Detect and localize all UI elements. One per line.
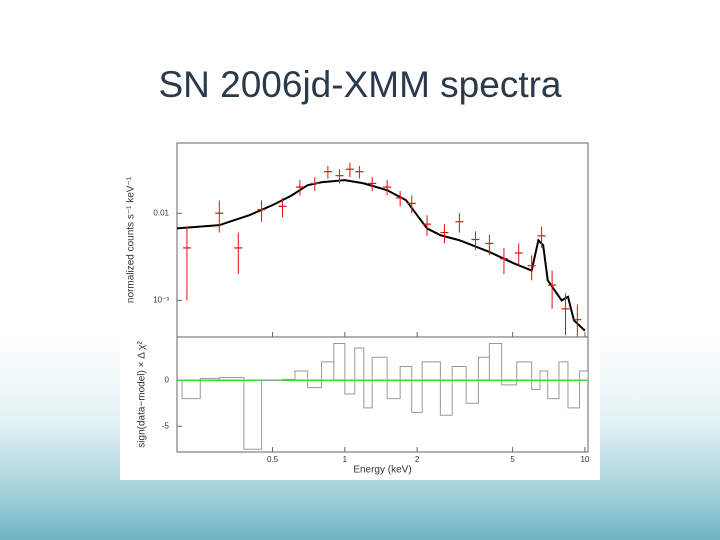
x-tick-label: 0.5 xyxy=(267,455,279,464)
x-tick-label: 5 xyxy=(510,455,515,464)
plot-frame xyxy=(176,336,589,453)
x-tick-label: 2 xyxy=(415,455,420,464)
x-tick-label: 10 xyxy=(580,455,589,464)
y-tick-label: 10⁻³ xyxy=(153,295,169,304)
slide-title: SN 2006jd-XMM spectra xyxy=(158,64,561,105)
y-tick-label: 0 xyxy=(165,375,170,384)
plot-area xyxy=(177,342,588,450)
x-tick-label: 1 xyxy=(343,455,348,464)
y-tick-label: 0.01 xyxy=(153,208,169,217)
y-axis-label: sign(data−model) × Δ χ² xyxy=(137,341,148,448)
plot-area xyxy=(177,162,586,337)
x-axis-label: Energy (keV) xyxy=(353,465,411,476)
plot-background xyxy=(120,135,600,480)
y-tick-label: -5 xyxy=(162,421,170,430)
residual-steps xyxy=(181,342,588,450)
y-axis-label: normalized counts s⁻¹ keV⁻¹ xyxy=(126,176,137,303)
